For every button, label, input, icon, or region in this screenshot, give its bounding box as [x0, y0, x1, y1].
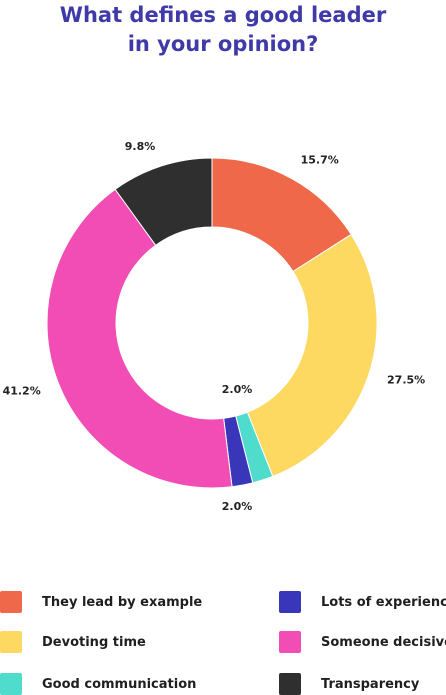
- donut-slice-label-1: 27.5%: [387, 374, 425, 387]
- legend-swatch: [0, 673, 22, 695]
- donut-slice-1: [246, 233, 378, 478]
- legend-label: Devoting time: [42, 634, 146, 650]
- legend-item-someone-decisive: Someone decisive: [279, 631, 446, 653]
- legend-item-transparency: Transparency: [279, 673, 419, 695]
- donut-chart: 15.7% 27.5% 2.0% 2.0% 41.2% 9.8%: [3, 140, 426, 513]
- legend-item-devoting-time: Devoting time: [0, 631, 146, 653]
- legend-label: Lots of experience: [321, 594, 446, 610]
- legend-label: Good communication: [42, 676, 197, 692]
- donut-slice-5: [114, 157, 213, 246]
- legend-item-lead-by-example: They lead by example: [0, 591, 202, 613]
- legend-label: They lead by example: [42, 594, 203, 610]
- legend-label: Someone decisive: [321, 634, 446, 650]
- legend-swatch: [0, 631, 22, 653]
- chart-title-line-1: What defines a good leader: [59, 3, 387, 27]
- legend-item-lots-of-experience: Lots of experience: [279, 591, 446, 613]
- donut-slice-label-5: 9.8%: [125, 140, 156, 153]
- legend-swatch: [0, 591, 22, 613]
- legend-swatch: [279, 631, 301, 653]
- donut-slice-label-4: 41.2%: [3, 384, 41, 397]
- donut-slice-4: [46, 188, 233, 489]
- donut-slice-label-0: 15.7%: [301, 154, 339, 167]
- chart-title-line-2: in your opinion?: [127, 32, 319, 56]
- chart-title: What defines a good leader in your opini…: [0, 0, 446, 59]
- legend-swatch: [279, 673, 301, 695]
- legend-item-good-communication: Good communication: [0, 673, 196, 695]
- donut-slice-label-2: 2.0%: [222, 383, 253, 396]
- legend-label: Transparency: [321, 676, 420, 692]
- legend-swatch: [279, 591, 301, 613]
- donut-slice-label-3: 2.0%: [222, 500, 253, 513]
